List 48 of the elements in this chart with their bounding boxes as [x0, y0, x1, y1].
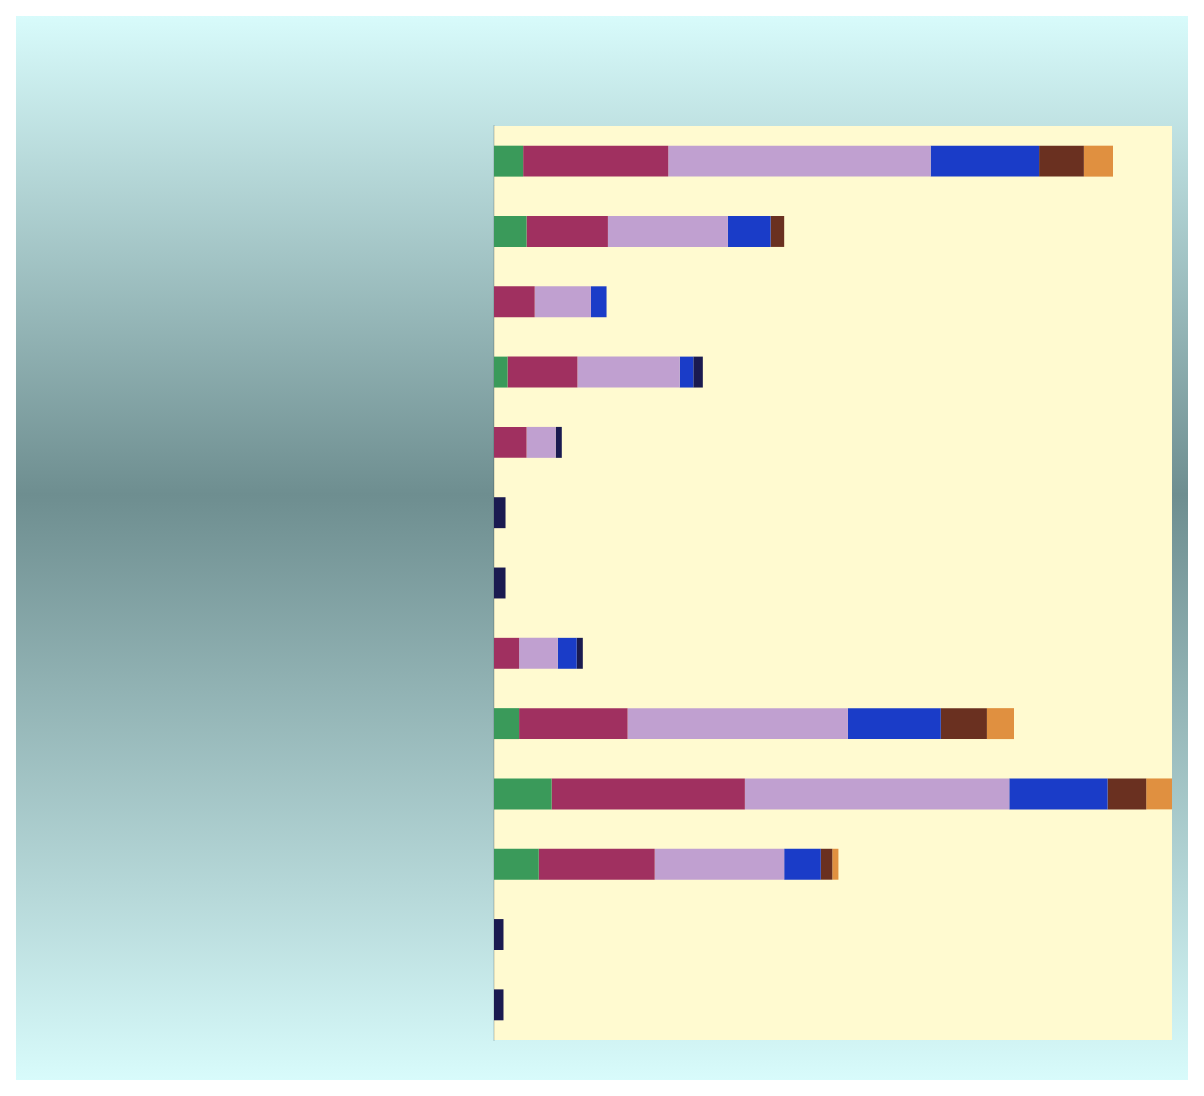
bar [1107, 778, 1147, 810]
bar [727, 215, 771, 247]
bar [519, 637, 558, 669]
bar [494, 637, 520, 669]
bar [784, 848, 821, 880]
bar [679, 356, 694, 388]
bar [1009, 778, 1108, 810]
bar [494, 145, 524, 177]
bar [526, 426, 556, 458]
bar [519, 708, 628, 740]
bar [523, 145, 669, 177]
bar [940, 708, 987, 740]
bar [551, 778, 745, 810]
bar [820, 848, 833, 880]
bar [494, 497, 506, 529]
bar [534, 286, 591, 318]
bar [494, 919, 504, 951]
bar [494, 567, 506, 599]
bar [557, 637, 577, 669]
bar [607, 215, 728, 247]
bar [494, 426, 527, 458]
bar [1146, 778, 1172, 810]
bar [590, 286, 607, 318]
bar [494, 989, 504, 1021]
bar [577, 356, 680, 388]
bar [744, 778, 1010, 810]
bar [494, 708, 520, 740]
bar [1083, 145, 1114, 177]
bar [986, 708, 1015, 740]
bar [668, 145, 931, 177]
bar [507, 356, 578, 388]
bar [494, 356, 508, 388]
bar [847, 708, 941, 740]
bar [1039, 145, 1084, 177]
bar [494, 286, 535, 318]
bar [538, 848, 655, 880]
bar [654, 848, 785, 880]
bar [494, 215, 527, 247]
bar [494, 848, 539, 880]
bar [494, 778, 552, 810]
bar [627, 708, 848, 740]
bar [832, 848, 839, 880]
bar [555, 426, 562, 458]
bar [770, 215, 785, 247]
bar [576, 637, 583, 669]
bar [526, 215, 608, 247]
bar [693, 356, 703, 388]
bar [930, 145, 1040, 177]
